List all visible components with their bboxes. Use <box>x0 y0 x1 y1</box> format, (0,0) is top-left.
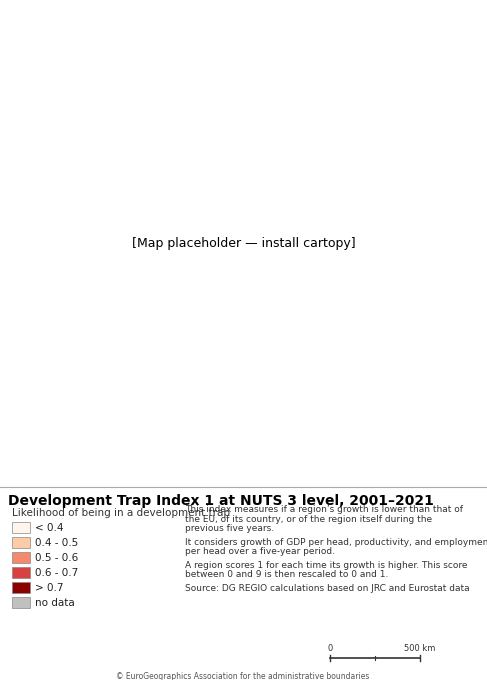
Text: © EuroGeographics Association for the administrative boundaries: © EuroGeographics Association for the ad… <box>116 672 370 680</box>
Text: [Map placeholder — install cartopy]: [Map placeholder — install cartopy] <box>131 237 356 250</box>
Text: per head over a five-year period.: per head over a five-year period. <box>185 547 335 556</box>
Bar <box>12 522 30 533</box>
Text: Development Trap Index 1 at NUTS 3 level, 2001–2021: Development Trap Index 1 at NUTS 3 level… <box>8 494 434 508</box>
Text: It considers growth of GDP per head, productivity, and employment: It considers growth of GDP per head, pro… <box>185 538 487 547</box>
Text: 0: 0 <box>327 644 333 653</box>
Text: < 0.4: < 0.4 <box>35 523 63 532</box>
Text: between 0 and 9 is then rescaled to 0 and 1.: between 0 and 9 is then rescaled to 0 an… <box>185 570 388 579</box>
Text: 0.6 - 0.7: 0.6 - 0.7 <box>35 568 78 577</box>
Text: previous five years.: previous five years. <box>185 524 274 533</box>
Text: 0.4 - 0.5: 0.4 - 0.5 <box>35 538 78 547</box>
Text: This index measures if a region’s growth is lower than that of: This index measures if a region’s growth… <box>185 505 463 514</box>
Bar <box>12 582 30 593</box>
Bar <box>12 597 30 608</box>
Text: Source: DG REGIO calculations based on JRC and Eurostat data: Source: DG REGIO calculations based on J… <box>185 583 469 592</box>
Text: Likelihood of being in a development trap: Likelihood of being in a development tra… <box>12 508 230 518</box>
Bar <box>12 537 30 548</box>
Text: > 0.7: > 0.7 <box>35 583 63 592</box>
Text: 500 km: 500 km <box>404 644 436 653</box>
Text: A region scores 1 for each time its growth is higher. This score: A region scores 1 for each time its grow… <box>185 560 468 570</box>
Text: the EU, of its country, or of the region itself during the: the EU, of its country, or of the region… <box>185 515 432 524</box>
Text: no data: no data <box>35 598 75 607</box>
Bar <box>12 567 30 578</box>
Text: 0.5 - 0.6: 0.5 - 0.6 <box>35 553 78 562</box>
Bar <box>12 552 30 563</box>
